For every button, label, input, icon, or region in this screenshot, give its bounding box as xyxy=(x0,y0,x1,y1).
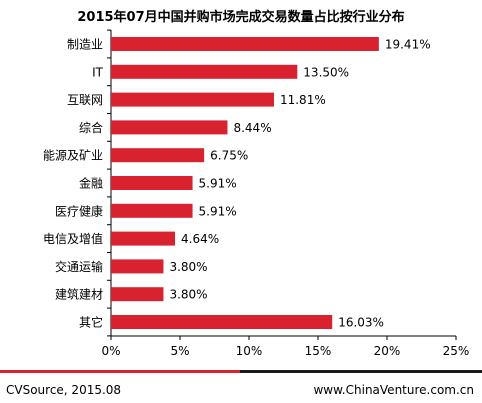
x-tick-label: 10% xyxy=(236,344,263,358)
data-label: 13.50% xyxy=(303,65,349,79)
bar xyxy=(111,259,164,274)
x-tick-label: 0% xyxy=(101,344,120,358)
chart-title: 2015年07月中国并购市场完成交易数量占比按行业分布 xyxy=(77,10,405,25)
bar xyxy=(111,203,193,218)
x-tick-label: 15% xyxy=(305,344,332,358)
data-label: 6.75% xyxy=(210,149,248,163)
footer-divider xyxy=(0,370,482,373)
category-label: 医疗健康 xyxy=(55,203,103,218)
category-label: 交通运输 xyxy=(55,259,103,274)
data-label: 19.41% xyxy=(385,38,431,52)
x-tick-label: 20% xyxy=(374,344,401,358)
bar xyxy=(111,176,193,190)
x-tick-label: 25% xyxy=(443,344,470,358)
bar xyxy=(111,231,176,246)
category-label: 制造业 xyxy=(67,38,103,52)
footer-divider-black xyxy=(240,370,482,373)
data-label: 3.80% xyxy=(169,260,207,274)
category-label: IT xyxy=(92,65,104,79)
category-label: 电信及增值 xyxy=(43,231,103,246)
bar xyxy=(111,37,379,51)
footer-divider-red xyxy=(0,370,240,373)
source-note: CVSource, 2015.08 xyxy=(6,383,122,397)
website-link[interactable]: www.ChinaVenture.com.cn xyxy=(313,383,474,397)
category-label: 建筑建材 xyxy=(55,287,103,302)
category-label: 能源及矿业 xyxy=(43,149,103,163)
data-label: 16.03% xyxy=(338,316,384,330)
bar-chart: 制造业 19.41% IT 13.50% 互联网 11.81% 综合 8.44% 能源及矿业 6.… xyxy=(43,29,470,358)
data-label: 11.81% xyxy=(280,93,326,107)
data-label: 3.80% xyxy=(169,288,207,302)
category-label: 综合 xyxy=(79,120,103,135)
data-label: 5.91% xyxy=(199,204,237,218)
bar xyxy=(111,92,274,107)
bar xyxy=(111,315,333,329)
bar xyxy=(111,148,205,163)
category-label: 互联网 xyxy=(67,93,103,107)
bar xyxy=(111,120,228,135)
data-label: 8.44% xyxy=(233,121,271,135)
bar xyxy=(111,64,298,79)
data-label: 5.91% xyxy=(199,177,237,191)
category-label: 金融 xyxy=(79,176,103,191)
category-label: 其它 xyxy=(79,315,103,330)
data-label: 4.64% xyxy=(181,232,219,246)
x-tick-label: 5% xyxy=(170,344,189,358)
bar xyxy=(111,287,164,302)
